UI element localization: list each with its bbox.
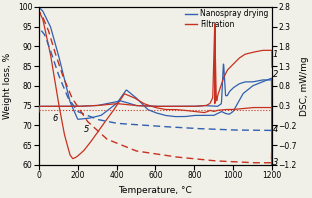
Y-axis label: Weight loss, %: Weight loss, % bbox=[3, 53, 12, 119]
Legend: Nanospray drying, Filtration: Nanospray drying, Filtration bbox=[185, 9, 268, 29]
Text: 6: 6 bbox=[53, 114, 58, 123]
Text: 2: 2 bbox=[273, 69, 278, 79]
Y-axis label: DSC, mW/mg: DSC, mW/mg bbox=[300, 56, 309, 116]
X-axis label: Temperature, °C: Temperature, °C bbox=[119, 186, 192, 194]
Text: 4: 4 bbox=[273, 125, 278, 134]
Text: 5: 5 bbox=[84, 125, 89, 134]
Text: 1: 1 bbox=[273, 50, 278, 59]
Text: 3: 3 bbox=[273, 158, 278, 167]
